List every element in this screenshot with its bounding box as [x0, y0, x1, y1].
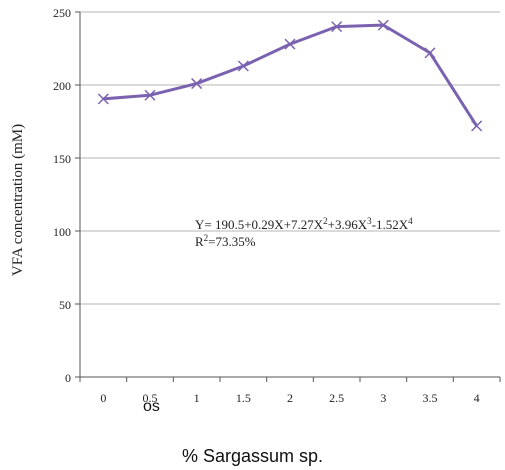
y-tick-label-100: 100 — [53, 225, 71, 239]
gridlines — [80, 12, 500, 304]
eq-part3: -1.52X — [372, 217, 409, 232]
y-axis-label: VFA concentration (mM) — [10, 124, 26, 276]
y-tick-label-200: 200 — [53, 79, 71, 93]
y-tick-label-150: 150 — [53, 152, 71, 166]
markers-group — [98, 20, 481, 131]
eq-part1: Y= 190.5+0.29X+7.27X — [195, 217, 324, 232]
eq-sup3: 4 — [408, 216, 413, 226]
x-tick-label-1.5: 1.5 — [236, 391, 251, 405]
x-tick-label-2: 2 — [287, 391, 293, 405]
y-tick-label-50: 50 — [59, 298, 71, 312]
x-tick-label-4: 4 — [474, 391, 480, 405]
x-tick-label-1: 1 — [194, 391, 200, 405]
overlay-text: os — [143, 398, 160, 416]
eq-part2: +3.96X — [328, 217, 368, 232]
x-tick-label-2.5: 2.5 — [329, 391, 344, 405]
x-tick-label-0: 0 — [100, 391, 106, 405]
y-tick-label-0: 0 — [65, 371, 71, 385]
axes — [75, 12, 500, 382]
r2-prefix: R — [195, 234, 204, 249]
regression-equation: Y= 190.5+0.29X+7.27X2+3.96X3-1.52X4 — [195, 216, 413, 232]
data-point — [472, 121, 482, 131]
series-group — [103, 25, 476, 126]
x-tick-label-3: 3 — [380, 391, 386, 405]
series-line — [103, 25, 476, 126]
r-squared: R2=73.35% — [195, 233, 256, 249]
data-point — [425, 48, 435, 58]
r2-value: =73.35% — [208, 234, 256, 249]
y-ticks: 0 50 100 150 200 250 — [53, 6, 71, 385]
y-tick-label-250: 250 — [53, 6, 71, 20]
x-axis-label: % Sargassum sp. — [0, 446, 505, 467]
x-tick-label-3.5: 3.5 — [423, 391, 438, 405]
